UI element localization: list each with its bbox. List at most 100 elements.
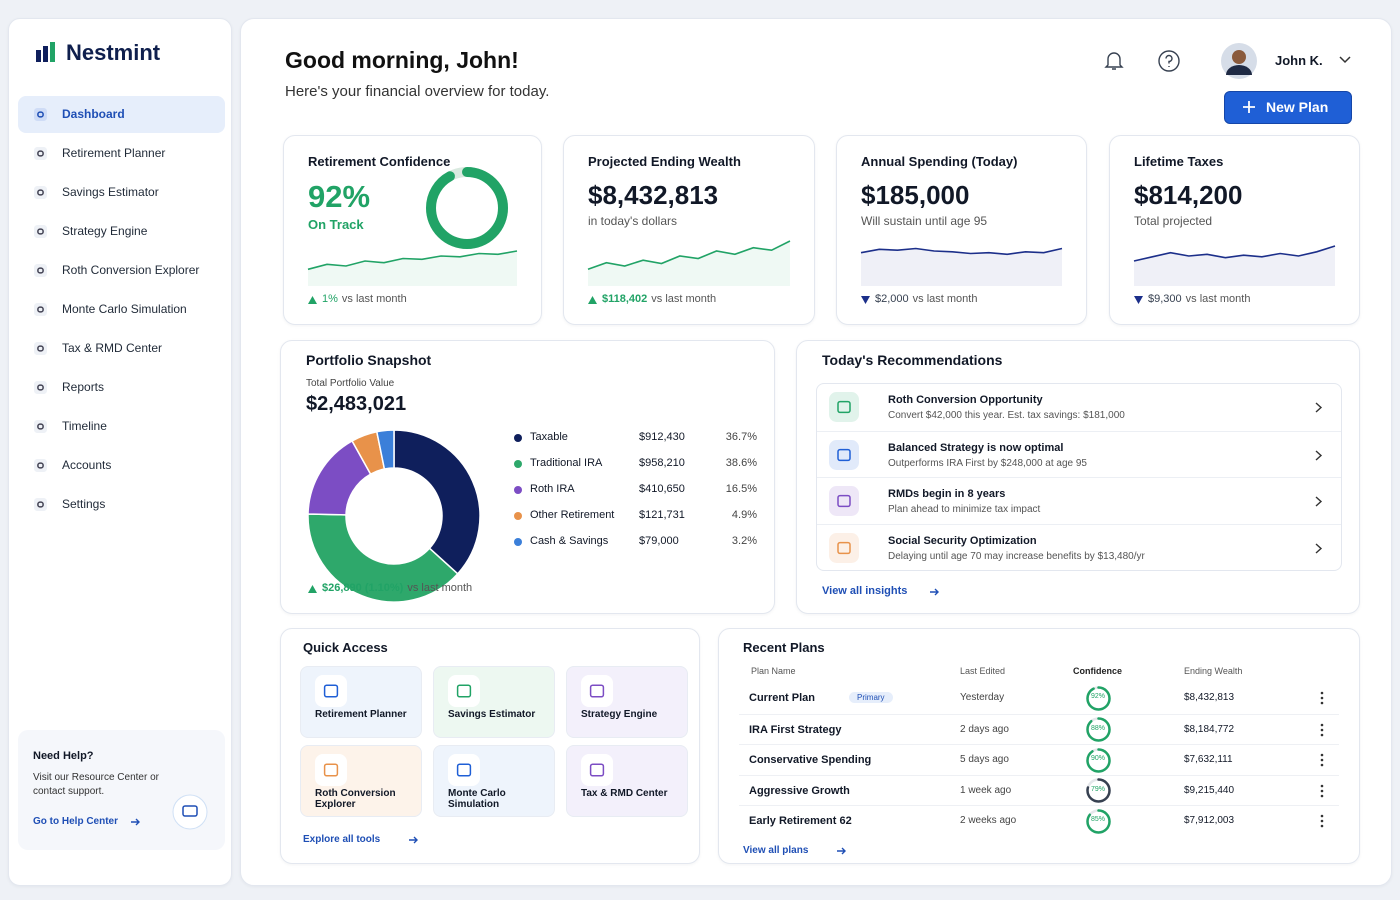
plan-edited: 1 week ago — [960, 784, 1012, 796]
nav-item[interactable]: Timeline — [18, 408, 225, 445]
nav-item[interactable]: Accounts — [18, 447, 225, 484]
icon — [34, 186, 47, 199]
view-all-link[interactable]: View all insights — [822, 585, 908, 597]
ring — [1085, 717, 1111, 742]
icon-glyph — [37, 150, 44, 157]
plan-name[interactable]: Conservative Spending — [749, 754, 872, 766]
button-label[interactable]: New Plan — [1266, 99, 1329, 115]
quick-tile[interactable]: Tax & RMD Center — [566, 745, 688, 817]
recommendation-title[interactable]: Social Security Optimization — [888, 534, 1037, 547]
new-plan-button[interactable]: New Plan — [1224, 91, 1352, 124]
tile-label[interactable]: Retirement Planner — [315, 709, 407, 720]
plan-edited: 5 days ago — [960, 754, 1009, 765]
plan-edited: 2 days ago — [960, 723, 1009, 735]
icon — [34, 264, 47, 277]
plan-name[interactable]: Current Plan — [749, 692, 816, 704]
quick-tile[interactable]: Strategy Engine — [566, 666, 688, 738]
confidence-label: 79% — [1090, 785, 1105, 793]
nav-label[interactable]: Monte Carlo Simulation — [62, 302, 187, 316]
change-row: $118,402 vs last month — [602, 293, 716, 305]
logo-bar — [36, 50, 41, 62]
nav-label[interactable]: Settings — [62, 497, 106, 511]
legend-percent: 3.2% — [731, 535, 757, 547]
nav-item[interactable]: Roth Conversion Explorer — [18, 252, 225, 289]
recommendation-title[interactable]: RMDs begin in 8 years — [888, 488, 1006, 500]
plan-row[interactable]: IRA First Strategy 2 days ago 88% $8,184,77… — [739, 713, 1339, 745]
plan-name[interactable]: Early Retirement 62 — [749, 815, 852, 827]
icon — [829, 486, 859, 516]
nav-label[interactable]: Retirement Planner — [62, 146, 166, 160]
kpi-sub: Total projected — [1134, 214, 1213, 228]
recommendation-title[interactable]: Balanced Strategy is now optimal — [888, 441, 1064, 454]
recommendation-item[interactable]: Roth Conversion Opportunity Convert $42,0… — [817, 384, 1341, 430]
nav-label[interactable]: Dashboard — [62, 107, 125, 121]
view-all-link[interactable]: View all plans — [743, 845, 809, 856]
tile-label[interactable]: Monte Carlo Simulation — [448, 788, 506, 810]
triangle — [861, 296, 870, 304]
nav-label[interactable]: Roth Conversion Explorer — [62, 263, 200, 277]
quick-tile[interactable]: Monte Carlo Simulation — [433, 745, 555, 817]
help-card: Need Help? Visit our Resource Center or c… — [18, 730, 225, 850]
dot — [1320, 814, 1324, 818]
nav-item[interactable]: Dashboard — [18, 96, 225, 133]
plan-row[interactable]: Early Retirement 62 2 weeks ago 85% $7,912,… — [739, 805, 1339, 836]
tile-label[interactable]: Roth Conversion Explorer — [315, 788, 396, 810]
recommendation-item[interactable]: RMDs begin in 8 years Plan ahead to minim… — [817, 477, 1341, 524]
nav-item[interactable]: Reports — [18, 369, 225, 406]
tile-label[interactable]: Tax & RMD Center — [581, 788, 668, 799]
nav-label[interactable]: Accounts — [62, 458, 112, 472]
sparkline — [587, 240, 791, 286]
dot — [514, 486, 522, 494]
nav-item[interactable]: Tax & RMD Center — [18, 330, 225, 367]
plan-row[interactable]: Aggressive Growth 1 week ago 79% $9,215,440 — [739, 774, 1339, 806]
icon-bg — [34, 108, 47, 121]
plan-wealth: $9,215,440 — [1184, 784, 1235, 796]
chevron — [1315, 542, 1323, 554]
nav-item[interactable]: Settings — [18, 486, 225, 523]
change-arrow — [1134, 296, 1143, 304]
nav-label[interactable]: Tax & RMD Center — [62, 341, 163, 355]
legend-amount: $410,650 — [639, 483, 685, 495]
icon — [34, 498, 47, 511]
recommendation-title[interactable]: Roth Conversion Opportunity — [888, 394, 1043, 406]
column-header: Plan Name — [751, 666, 796, 676]
nav-label[interactable]: Reports — [62, 380, 105, 394]
kebab-menu — [1320, 753, 1324, 767]
dot — [1320, 723, 1324, 726]
nav-item[interactable]: Retirement Planner — [18, 135, 225, 172]
quick-tile[interactable]: Retirement Planner — [300, 666, 422, 738]
tile-label[interactable]: Strategy Engine — [581, 709, 658, 720]
quick-tile[interactable]: Roth Conversion Explorer — [300, 745, 422, 817]
arrow-icon — [409, 836, 418, 844]
dot — [1320, 733, 1324, 736]
nav-item[interactable]: Monte Carlo Simulation — [18, 291, 225, 328]
nav-item[interactable]: Savings Estimator — [18, 174, 225, 211]
icon — [34, 420, 47, 433]
icon-glyph — [37, 345, 44, 352]
plan-name[interactable]: IRA First Strategy — [749, 723, 842, 736]
recommendation-item[interactable]: Balanced Strategy is now optimal Outperfo… — [817, 430, 1341, 478]
brand-name: Nestmint — [66, 40, 161, 65]
change-arrow — [308, 296, 317, 304]
portfolio-card: Portfolio Snapshot Total Portfolio Value $… — [280, 340, 775, 614]
dot — [514, 460, 522, 468]
icon — [34, 459, 47, 472]
quick-tile[interactable]: Savings Estimator — [433, 666, 555, 738]
plus — [1243, 101, 1255, 113]
plan-row[interactable]: Conservative Spending 5 days ago 90% $7,632… — [739, 744, 1339, 775]
plan-row[interactable]: Current Plan Primary Yesterday 92% $8,432,81… — [739, 683, 1339, 713]
nav-label[interactable]: Savings Estimator — [62, 185, 159, 199]
dot — [1320, 728, 1324, 731]
nav-label[interactable]: Timeline — [62, 419, 107, 433]
ring-progress — [426, 167, 508, 249]
help-link[interactable]: Go to Help Center — [33, 816, 119, 827]
change-row: $26,890 (1.10%) vs last month — [322, 582, 472, 594]
recommendation-item[interactable]: Social Security Optimization Delaying unt… — [817, 523, 1341, 571]
plan-name[interactable]: Aggressive Growth — [749, 784, 850, 797]
legend-name: Traditional IRA — [530, 457, 603, 469]
tile-label[interactable]: Savings Estimator — [448, 709, 536, 720]
legend-amount: $121,731 — [639, 509, 685, 521]
nav-label[interactable]: Strategy Engine — [62, 224, 148, 238]
explore-link[interactable]: Explore all tools — [303, 834, 381, 845]
nav-item[interactable]: Strategy Engine — [18, 213, 225, 250]
